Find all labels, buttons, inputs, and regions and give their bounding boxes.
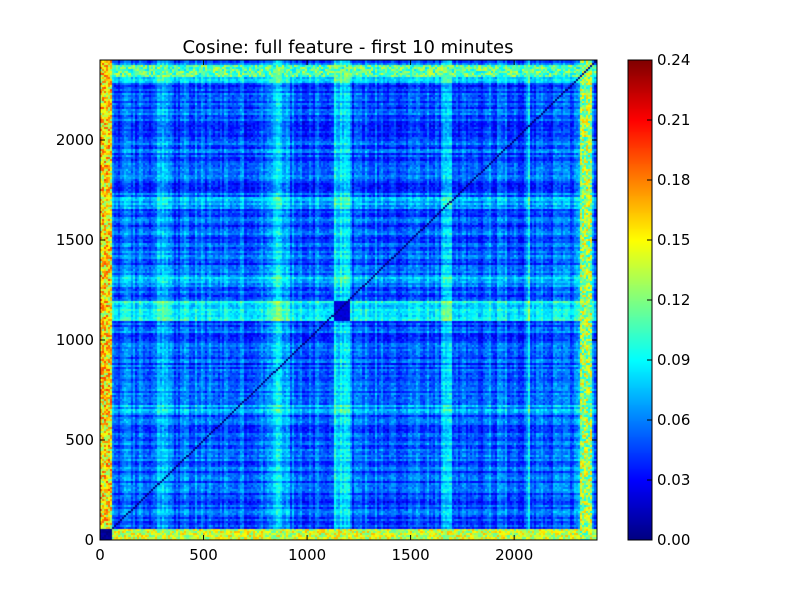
colorbar-tick-label: 0.12 bbox=[657, 291, 690, 309]
x-axis: 0 500 1000 1500 2000 bbox=[95, 60, 533, 564]
x-tick-label: 0 bbox=[95, 546, 105, 564]
colorbar-tick-label: 0.21 bbox=[657, 111, 690, 129]
x-tick-label: 500 bbox=[189, 546, 218, 564]
colorbar-tick-label: 0.18 bbox=[657, 171, 690, 189]
colorbar-tick-label: 0.15 bbox=[657, 231, 690, 249]
y-tick-label: 2000 bbox=[56, 131, 94, 149]
chart-title: Cosine: full feature - first 10 minutes bbox=[182, 37, 513, 58]
x-tick-label: 1500 bbox=[392, 546, 430, 564]
y-tick-label: 500 bbox=[65, 431, 94, 449]
y-tick-label: 1500 bbox=[56, 231, 94, 249]
colorbar-axis: 0.00 0.03 0.06 0.09 0.12 0.15 0.18 0.21 0.24 bbox=[647, 51, 690, 549]
colorbar-tick-label: 0.00 bbox=[657, 531, 690, 549]
x-tick-label: 2000 bbox=[495, 546, 533, 564]
colorbar-tick-label: 0.09 bbox=[657, 351, 690, 369]
plot-frame bbox=[99, 59, 598, 541]
colorbar-tick-label: 0.24 bbox=[657, 51, 690, 69]
colorbar-tick-label: 0.06 bbox=[657, 411, 690, 429]
y-axis: 0 500 1000 1500 2000 bbox=[56, 131, 597, 549]
heatmap-canvas bbox=[100, 60, 597, 540]
y-tick-label: 0 bbox=[84, 531, 94, 549]
heatmap-plot-area bbox=[100, 60, 597, 540]
colorbar-tick-label: 0.03 bbox=[657, 471, 690, 489]
y-tick-label: 1000 bbox=[56, 331, 94, 349]
x-tick-label: 1000 bbox=[288, 546, 326, 564]
